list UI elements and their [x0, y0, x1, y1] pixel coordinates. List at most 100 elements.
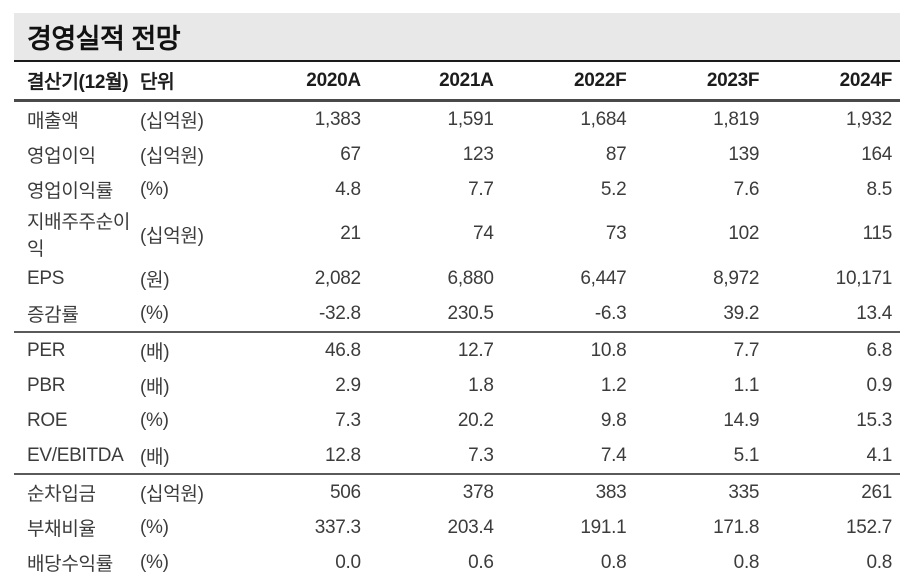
- row-value: 5.1: [733, 444, 760, 466]
- row-value: 15.3: [856, 409, 892, 431]
- row-value: 7.7: [468, 178, 494, 200]
- row-value: 115: [862, 223, 893, 244]
- row-value: -6.3: [594, 302, 627, 324]
- row-label: 부채비율: [27, 519, 96, 540]
- table-row: PBR (배) 2.9 1.8 1.2 1.1 0.9: [14, 368, 900, 403]
- row-label: 매출액: [27, 111, 79, 132]
- row-value: 230.5: [447, 302, 494, 324]
- row-label: 순차입금: [14, 473, 140, 510]
- row-value: 46.8: [236, 331, 369, 368]
- row-value: 9.8: [600, 409, 627, 431]
- row-value: 39.2: [723, 302, 760, 324]
- table-row: 영업이익률 (%) 4.8 7.7 5.2 7.6 8.5: [14, 172, 900, 207]
- row-value: 383: [501, 473, 635, 510]
- row-unit: (%): [140, 178, 169, 200]
- row-value: 8.5: [866, 178, 892, 200]
- row-value: 20.2: [457, 409, 494, 431]
- row-value: 4.8: [335, 178, 361, 200]
- header-year-2023f: 2023F: [634, 62, 768, 102]
- row-value: 12.7: [368, 331, 502, 368]
- row-value: 74: [473, 223, 494, 244]
- row-value: 261: [767, 473, 900, 510]
- row-label: PBR: [27, 374, 66, 396]
- header-year-2020a: 2020A: [236, 62, 369, 102]
- table-row: 증감률 (%) -32.8 230.5 -6.3 39.2 13.4: [14, 296, 900, 332]
- table-row: PER (배) 46.8 12.7 10.8 7.7 6.8: [14, 331, 900, 368]
- row-value: 4.1: [866, 444, 892, 466]
- row-value: 10.8: [501, 331, 635, 368]
- header-year-2021a: 2021A: [368, 62, 502, 102]
- row-label: 배당수익률: [27, 554, 113, 575]
- header-fiscal-period: 결산기(12월): [14, 62, 140, 102]
- row-value: 102: [728, 223, 760, 244]
- row-value: 2.9: [335, 374, 361, 396]
- row-label: 영업이익률: [27, 181, 113, 202]
- table-row: 지배주주순이익 (십억원) 21 74 73 102 115: [14, 207, 900, 261]
- row-label: ROE: [27, 409, 68, 431]
- row-value: 337.3: [314, 516, 361, 538]
- row-unit: (십억원): [140, 225, 204, 247]
- row-value: 171.8: [713, 516, 760, 538]
- row-value: 7.7: [634, 331, 768, 368]
- row-value: 1.1: [733, 374, 760, 396]
- table-title: 경영실적 전망: [27, 24, 181, 54]
- row-value: 87: [605, 143, 627, 165]
- row-value: 6.8: [767, 331, 900, 368]
- row-label: 지배주주순이익: [27, 212, 131, 260]
- row-value: 164: [861, 143, 892, 165]
- row-value: 139: [728, 143, 760, 165]
- row-unit: (배): [140, 331, 236, 368]
- row-value: 13.4: [856, 302, 892, 324]
- row-label: EPS: [27, 267, 65, 289]
- row-value: 10,171: [835, 267, 893, 289]
- table-row: 영업이익 (십억원) 67 123 87 139 164: [14, 137, 900, 172]
- row-value: 0.8: [600, 551, 627, 573]
- row-value: 1,383: [314, 108, 361, 130]
- header-unit: 단위: [140, 62, 236, 102]
- financial-forecast-table: 결산기(12월) 단위 2020A 2021A 2022F 2023F 2024…: [14, 62, 900, 578]
- table-row: 배당수익률 (%) 0.0 0.6 0.8 0.8 0.8: [14, 545, 900, 578]
- row-value: 0.8: [733, 551, 760, 573]
- row-value: 2,082: [314, 267, 361, 289]
- row-value: 67: [340, 143, 361, 165]
- row-unit: (배): [140, 377, 170, 398]
- row-unit: (%): [140, 551, 169, 573]
- row-unit: (십억원): [140, 111, 204, 132]
- table-row: 매출액 (십억원) 1,383 1,591 1,684 1,819 1,932: [14, 101, 900, 138]
- row-value: 1,591: [447, 108, 494, 130]
- row-value: 191.1: [580, 516, 627, 538]
- row-value: 1.8: [468, 374, 494, 396]
- row-value: 73: [605, 223, 627, 244]
- row-value: 6,880: [447, 267, 494, 289]
- row-value: 506: [236, 473, 369, 510]
- row-unit: (%): [140, 516, 169, 538]
- table-title-bar: 경영실적 전망: [14, 13, 900, 62]
- row-value: 12.8: [325, 444, 361, 466]
- row-label: 증감률: [27, 305, 79, 326]
- row-unit: (%): [140, 409, 169, 431]
- row-label: EV/EBITDA: [27, 444, 124, 466]
- row-unit: (십억원): [140, 473, 236, 510]
- row-value: 0.8: [866, 551, 892, 573]
- table-row: 부채비율 (%) 337.3 203.4 191.1 171.8 152.7: [14, 510, 900, 545]
- table-body: 매출액 (십억원) 1,383 1,591 1,684 1,819 1,932 영업이익 (십억…: [14, 101, 900, 578]
- header-year-2024f: 2024F: [767, 62, 900, 102]
- table-row: 순차입금 (십억원) 506 378 383 335 261: [14, 473, 900, 510]
- row-value: 7.3: [335, 409, 361, 431]
- row-label: PER: [14, 331, 140, 368]
- row-value: 0.9: [866, 374, 892, 396]
- row-value: 5.2: [600, 178, 627, 200]
- row-value: 7.4: [600, 444, 627, 466]
- row-value: 335: [634, 473, 768, 510]
- header-row: 결산기(12월) 단위 2020A 2021A 2022F 2023F 2024…: [14, 62, 900, 102]
- row-unit: (원): [140, 270, 170, 291]
- header-year-2022f: 2022F: [501, 62, 635, 102]
- table-header: 결산기(12월) 단위 2020A 2021A 2022F 2023F 2024…: [14, 62, 900, 102]
- row-value: 21: [340, 223, 361, 244]
- row-value: 0.0: [335, 551, 361, 573]
- row-value: 1.2: [600, 374, 627, 396]
- row-value: 6,447: [580, 267, 627, 289]
- table-row: ROE (%) 7.3 20.2 9.8 14.9 15.3: [14, 403, 900, 438]
- row-value: 7.3: [468, 444, 494, 466]
